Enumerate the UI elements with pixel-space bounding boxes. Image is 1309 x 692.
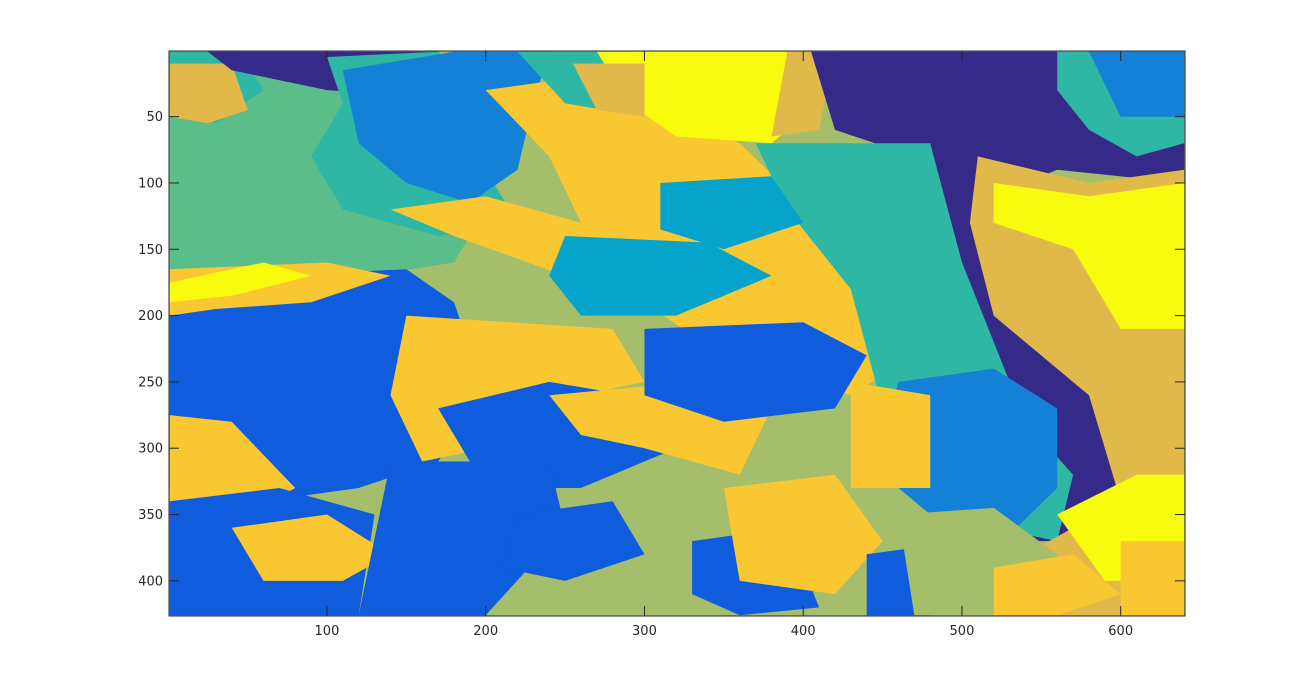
y-tick-label-100: 100: [138, 176, 163, 191]
y-tick-label-150: 150: [138, 243, 163, 258]
y-tick-label-50: 50: [146, 110, 163, 125]
label-region-7: [390, 76, 915, 396]
x-tick-label-500: 500: [950, 624, 975, 639]
label-region-12: [811, 51, 1185, 542]
label-region-31: [358, 461, 566, 616]
label-region-33: [644, 322, 867, 422]
label-region-40: [993, 554, 1121, 616]
label-region-34: [501, 501, 645, 581]
label-region-21: [549, 236, 772, 316]
axis-ticks: [169, 51, 1185, 616]
x-tick-label-300: 300: [632, 624, 657, 639]
y-tick-label-350: 350: [138, 508, 163, 523]
y-tick-label-300: 300: [138, 442, 163, 457]
label-region-10: [573, 63, 645, 117]
label-region-19: [1120, 541, 1185, 616]
x-tick-label-100: 100: [315, 624, 340, 639]
label-region-22: [660, 176, 804, 250]
label-region-30: [231, 514, 391, 581]
y-tick-label-250: 250: [138, 375, 163, 390]
label-regions: [169, 51, 1185, 616]
x-tick-label-600: 600: [1108, 624, 1133, 639]
label-region-37: [850, 381, 931, 488]
x-tick-label-200: 200: [473, 624, 498, 639]
label-region-17: [993, 183, 1185, 329]
plot-frame: [168, 50, 1186, 617]
label-region-14: [1089, 51, 1185, 117]
x-tick-label-400: 400: [791, 624, 816, 639]
label-region-24: [169, 415, 296, 515]
label-region-36: [723, 474, 883, 595]
y-tick-label-200: 200: [138, 309, 163, 324]
label-region-3: [169, 63, 248, 124]
y-axis: 50 100 150 200 250 300 350 400: [138, 110, 163, 589]
x-axis: 100 200 300 400 500 600: [315, 624, 1134, 639]
y-tick-label-400: 400: [138, 574, 163, 589]
label-region-26: [169, 262, 312, 303]
